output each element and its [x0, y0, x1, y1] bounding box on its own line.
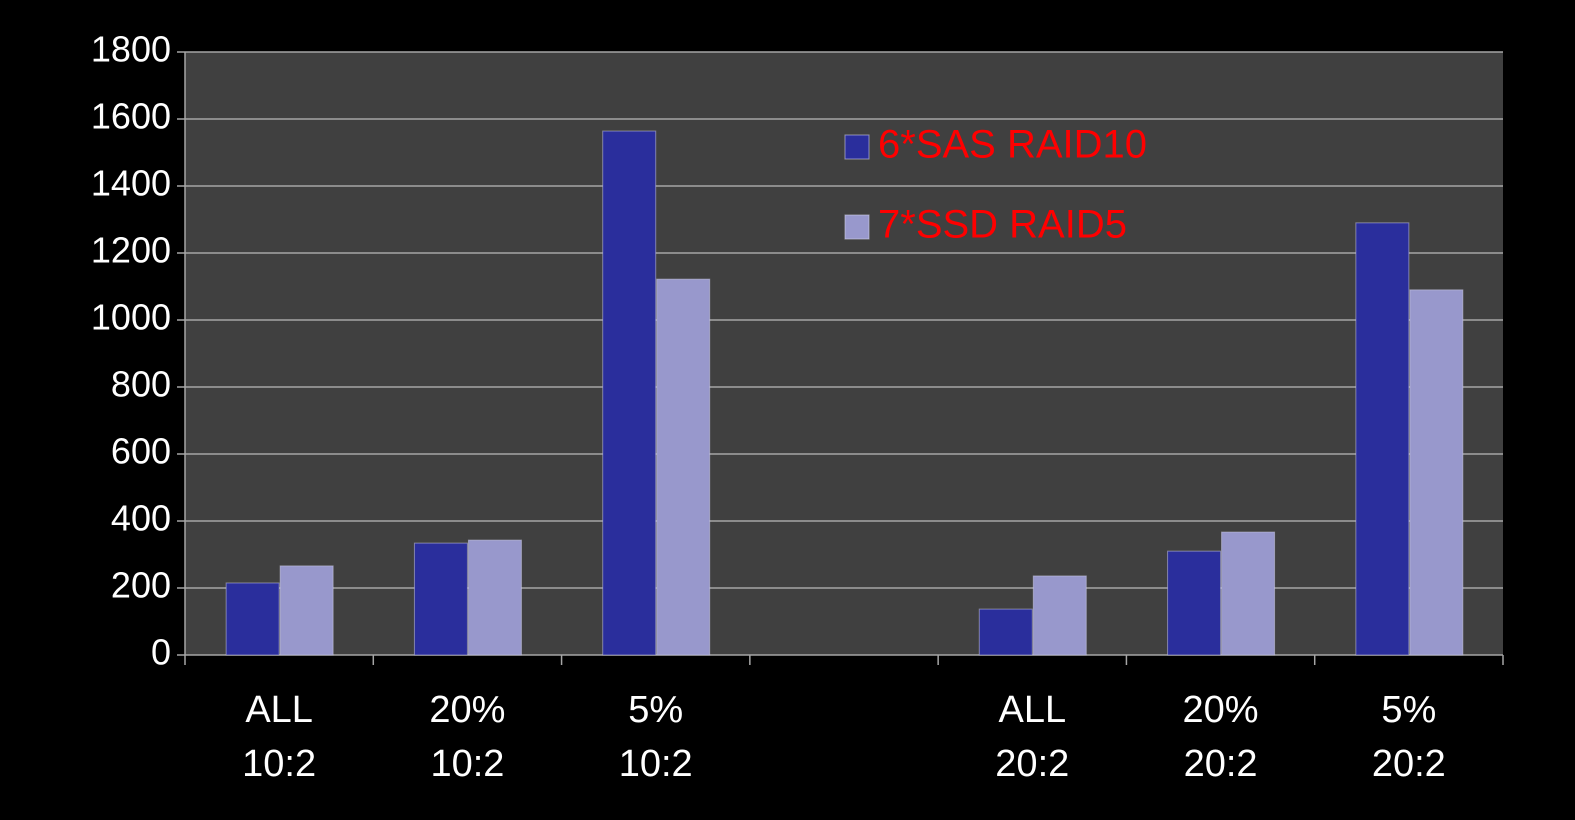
x-tick-label: 5% 10:2 — [619, 689, 693, 785]
x-tick-label-line: 10:2 — [242, 743, 316, 785]
bar — [1221, 531, 1276, 656]
x-tick-label: ALL 20:2 — [995, 689, 1069, 785]
bar — [978, 608, 1033, 656]
bar — [225, 582, 280, 656]
x-tick-label-line: 20:2 — [1184, 743, 1258, 785]
y-tick-label: 400 — [111, 498, 171, 539]
y-tick-label: 1800 — [91, 29, 171, 70]
x-tick-label-line: 10:2 — [619, 743, 693, 785]
y-tick-label: 1400 — [91, 163, 171, 204]
y-tick-label: 1000 — [91, 297, 171, 338]
x-tick-label-line: 5% — [1381, 689, 1436, 731]
bar — [413, 542, 468, 656]
x-tick-label-line: 20:2 — [1372, 743, 1446, 785]
x-tick-label-line: 20% — [429, 689, 505, 731]
bar — [1409, 289, 1464, 656]
bar — [1355, 222, 1410, 656]
bar — [1032, 575, 1087, 656]
x-tick-label: 20% 20:2 — [1183, 689, 1259, 785]
bar — [1167, 550, 1222, 656]
bar — [279, 565, 334, 656]
x-tick-label-line: ALL — [245, 689, 313, 731]
x-tick-label-line: 20:2 — [995, 743, 1069, 785]
legend-swatch — [844, 134, 870, 160]
legend-label: 6*SAS RAID10 — [878, 123, 1147, 167]
x-tick-label-line: 5% — [628, 689, 683, 731]
y-tick-label: 1200 — [91, 230, 171, 271]
y-tick-label: 800 — [111, 364, 171, 405]
x-tick-label-line: 10:2 — [430, 743, 504, 785]
y-tick-label: 600 — [111, 431, 171, 472]
x-tick-label: 20% 10:2 — [429, 689, 505, 785]
y-tick-label: 200 — [111, 565, 171, 606]
bar — [656, 278, 711, 656]
legend-label: 7*SSD RAID5 — [878, 203, 1127, 247]
y-tick-label: 1600 — [91, 96, 171, 137]
x-tick-label: 5% 20:2 — [1372, 689, 1446, 785]
legend-swatch — [844, 214, 870, 240]
bar — [602, 130, 657, 656]
bar — [467, 539, 522, 656]
plot-area — [185, 52, 1503, 655]
x-tick-label-line: 20% — [1183, 689, 1259, 731]
x-tick-label: ALL 10:2 — [242, 689, 316, 785]
x-tick-label-line: ALL — [998, 689, 1066, 731]
y-tick-label: 0 — [151, 632, 171, 673]
